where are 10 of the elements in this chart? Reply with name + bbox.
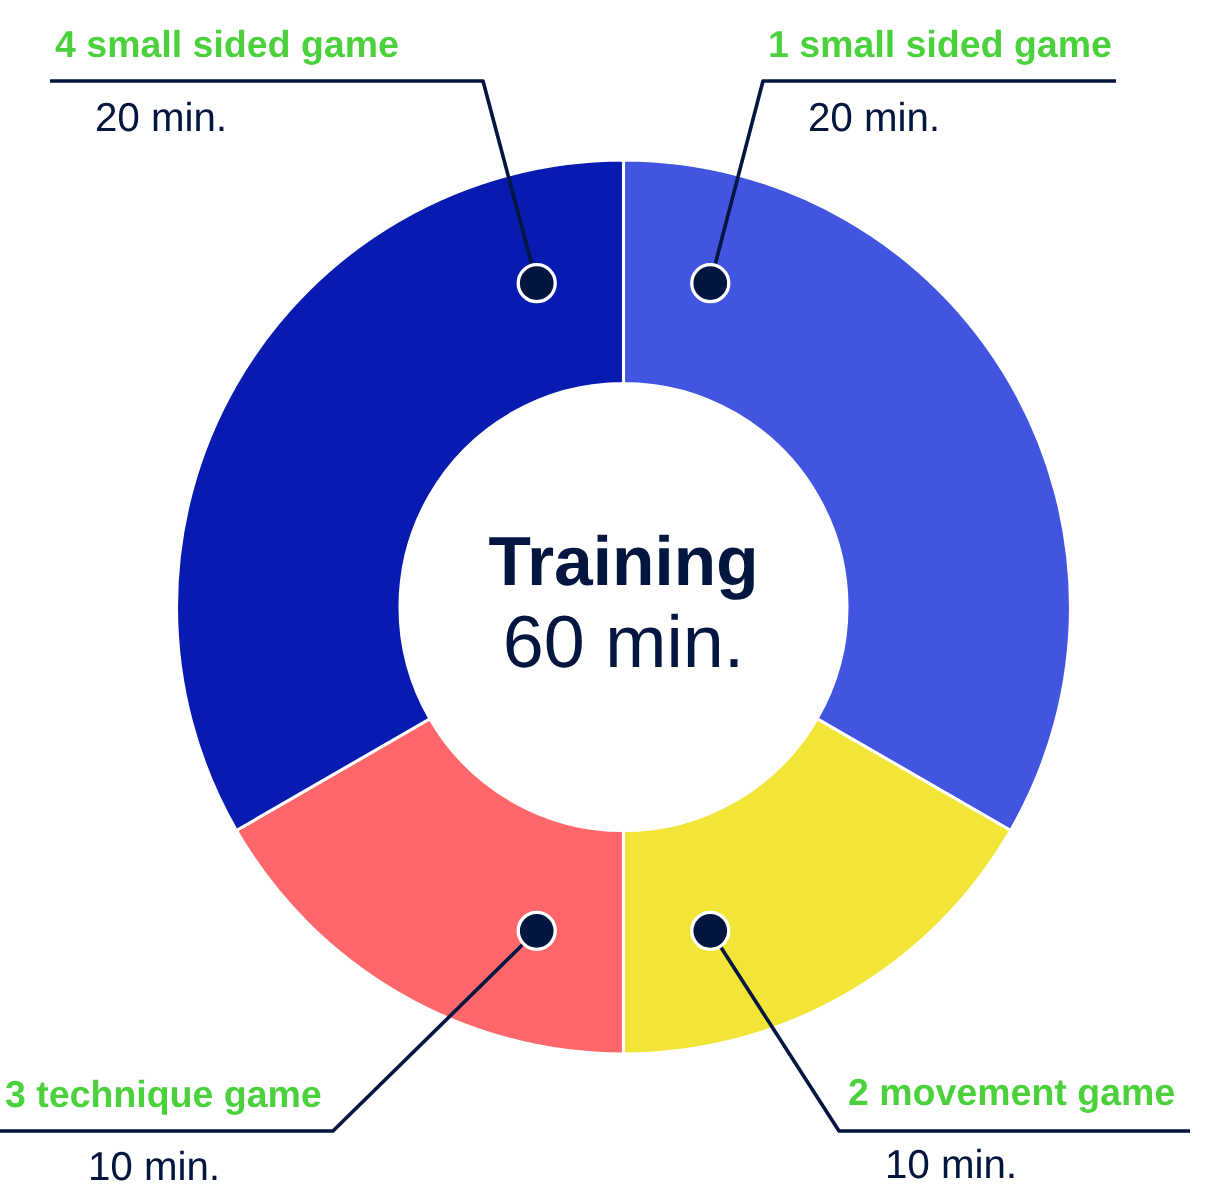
slice-label: 1 small sided game [770, 29, 1111, 65]
slice-label: 2 movement game [849, 1078, 1174, 1113]
data-label: 10 min. [888, 1148, 1014, 1179]
data-label: 20 min. [97, 101, 224, 132]
data-label: 10 min. [91, 1150, 217, 1181]
slice-label: 4 small sided game [55, 29, 398, 65]
slice-label: 3 technique game [5, 1079, 321, 1115]
text: Training [489, 534, 754, 600]
text: 60 min. [506, 613, 738, 668]
data-label: 20 min. [810, 101, 937, 132]
